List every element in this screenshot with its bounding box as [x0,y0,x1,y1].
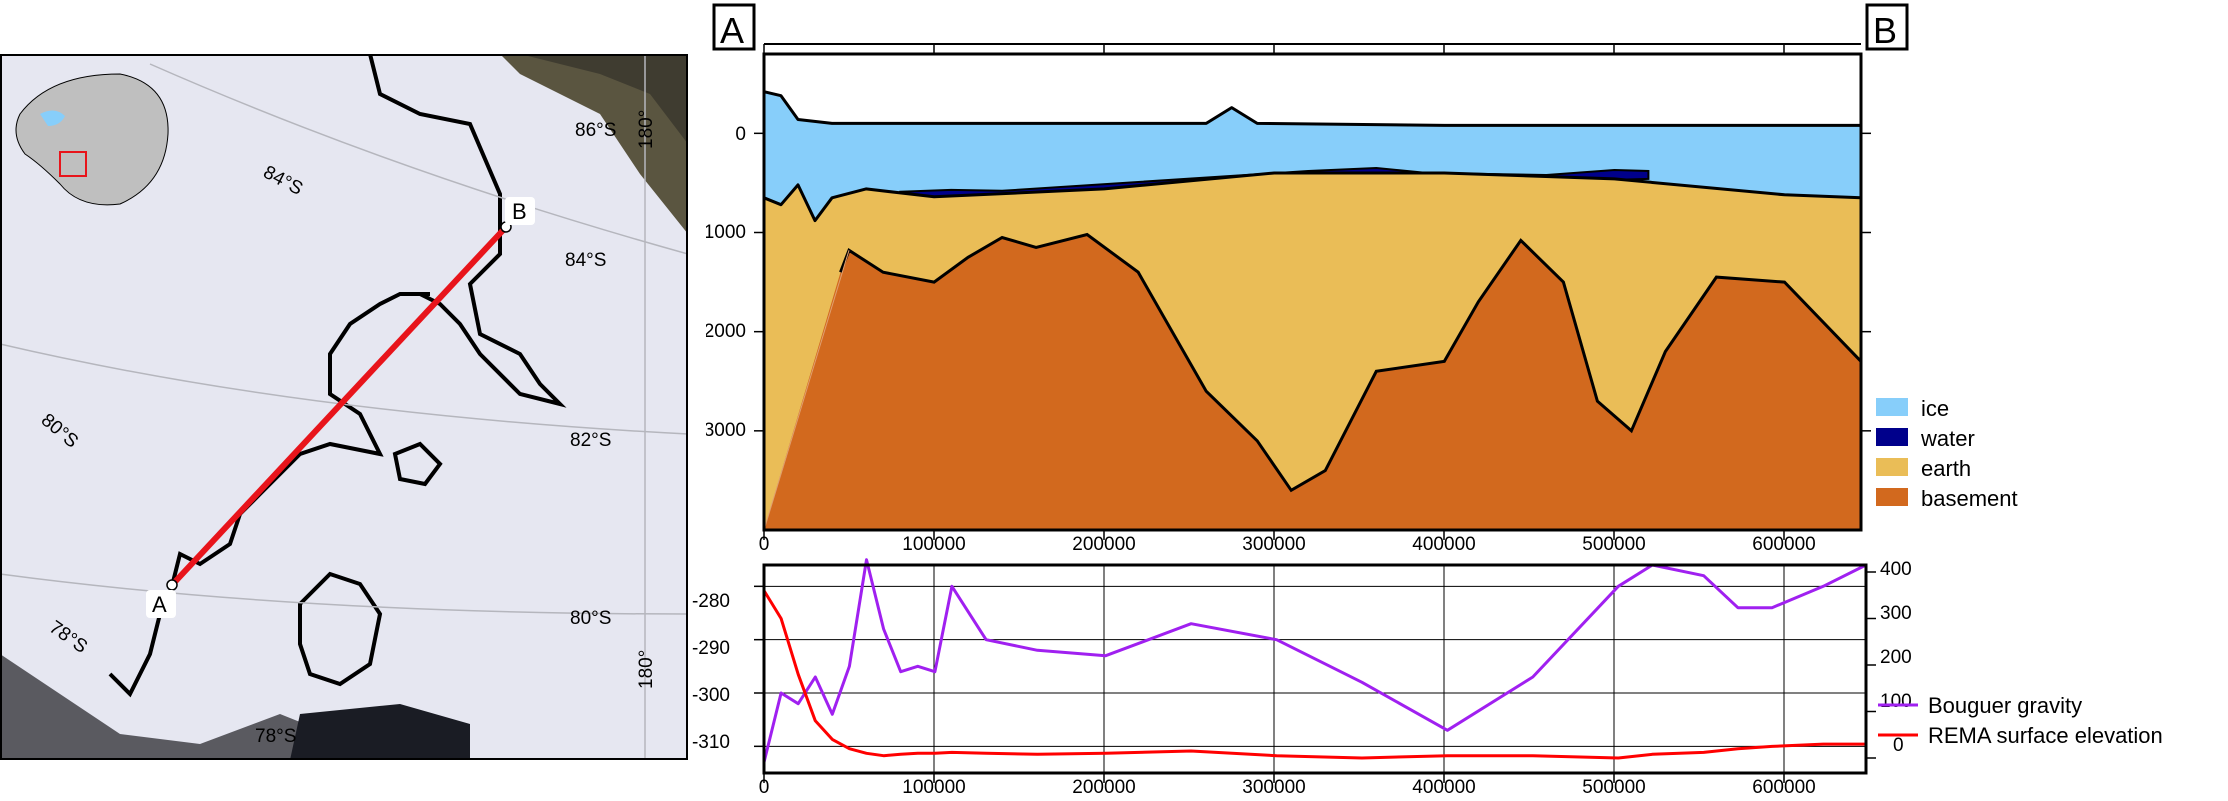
cross-section-layers [754,43,1871,540]
right-tick-label: 300 [1880,603,1912,624]
series-rema-elevation [762,589,1866,760]
x-tick-label: 100000 [902,777,965,796]
legend-swatch-ice [1876,398,1908,416]
legend-gravity: Bouguer gravity [1928,693,2082,718]
x-tick-label: 400000 [1412,534,1475,555]
lon-label-180: 180° [636,650,657,689]
lat-label-78: 78°S [255,726,296,747]
small-island [392,441,443,487]
basement-outline [839,232,1863,493]
x-tick-label: 500000 [1582,534,1645,555]
lat-label-82: 82°S [570,430,611,451]
left-tick-label: -280 [692,591,730,612]
label-b-box [1865,3,1909,51]
profile-left-axis: -280 -290 -300 -310 [692,591,730,753]
inset-antarctica-map [15,73,169,206]
x-tick-label: 400000 [1412,777,1475,796]
y-tick-label: 2000 [706,321,746,342]
point-a-marker[interactable] [166,579,178,591]
label-a-box [712,3,756,51]
point-a-label-box [146,590,176,618]
y-tick-label: 1000 [706,222,746,243]
y-tick-label: 3000 [706,420,746,441]
profile-x-axis: 0 100000 200000 300000 400000 500000 600… [759,777,1816,798]
left-tick-label: -290 [692,638,730,659]
profile-legend: Bouguer gravity REMA surface elevation [1878,693,2163,748]
y-tick-label: 0 [735,124,746,145]
x-tick-label: 200000 [1072,534,1135,555]
x-tick-label: 0 [759,777,770,796]
right-tick-label: 200 [1880,647,1912,668]
legend-swatch-water [1876,428,1908,446]
coastline-east [368,54,567,408]
profile-right-axis: 400 300 200 100 0 [1880,559,1912,756]
inset-ice-shelf [40,110,65,126]
profile-frame [762,563,1868,775]
layer-basement [764,234,1861,530]
legend-earth: earth [1921,456,1971,481]
mountains-dark [520,54,688,144]
cross-section-frame [762,52,1863,532]
left-tick-label: -300 [692,685,730,706]
profile-svg: -280 -290 -300 -310 400 300 200 100 0 0 … [692,558,2163,798]
lat-label-86: 86°S [575,120,616,141]
basement-wedge-edge [763,250,850,531]
label-a: A [720,10,744,51]
series-bouguer-gravity [762,558,1867,763]
profile-plot [754,558,1876,783]
x-tick-label: 500000 [1582,777,1645,796]
right-tick-label: 100 [1880,691,1912,712]
right-tick-label: 400 [1880,559,1912,580]
graticule-84 [149,63,688,255]
x-tick-label: 100000 [902,534,965,555]
point-a-label: A [152,592,167,617]
profile-line[interactable] [169,224,509,588]
legend-elevation: REMA surface elevation [1928,723,2163,748]
point-b-label-box [505,197,535,225]
lat-label-84: 84°S [565,250,606,271]
inset-region-box [59,151,87,177]
ross-island-region [0,654,360,760]
cross-section-legend: ice water earth basement [1876,396,2018,511]
lat-label-80: 80°S [570,608,611,629]
label-b: B [1873,10,1897,51]
legend-water: water [1920,426,1975,451]
transantarctic-mountains [500,54,688,234]
cross-section-x-axis: 0 100000 200000 300000 400000 500000 600… [759,534,1816,555]
legend-basement: basement [1921,486,2018,511]
graticule-80 [0,573,688,615]
lon-label-180-top: 180° [636,110,657,149]
x-tick-label: 200000 [1072,777,1135,796]
point-b-label: B [512,199,527,224]
legend-swatch-basement [1876,488,1908,506]
left-tick-label: -310 [692,732,730,753]
x-tick-label: 300000 [1242,534,1305,555]
x-tick-label: 600000 [1752,534,1815,555]
profile-panel[interactable]: -280 -290 -300 -310 400 300 200 100 0 0 … [640,555,2228,798]
cross-section-y-axis: 0 1000 2000 3000 [704,124,746,441]
x-tick-label: 0 [759,534,770,555]
x-tick-label: 300000 [1242,777,1305,796]
right-tick-label: 0 [1893,735,1904,756]
legend-ice: ice [1921,396,1949,421]
ross-sea [290,704,470,760]
map-svg: 84°S 86°S 84°S 82°S 80°S 80°S 78°S 78°S … [0,54,688,760]
cross-section-panel[interactable]: A B 0 1000 2000 3000 0 100000 200000 300… [704,0,2228,560]
map-panel[interactable]: 84°S 86°S 84°S 82°S 80°S 80°S 78°S 78°S … [0,54,688,760]
graticule-82 [0,343,688,435]
cross-section-svg: A B 0 1000 2000 3000 0 100000 200000 300… [704,3,2018,555]
x-tick-label: 600000 [1752,777,1815,796]
legend-swatch-earth [1876,458,1908,476]
map-frame [0,54,688,760]
roosevelt-island [298,571,383,687]
